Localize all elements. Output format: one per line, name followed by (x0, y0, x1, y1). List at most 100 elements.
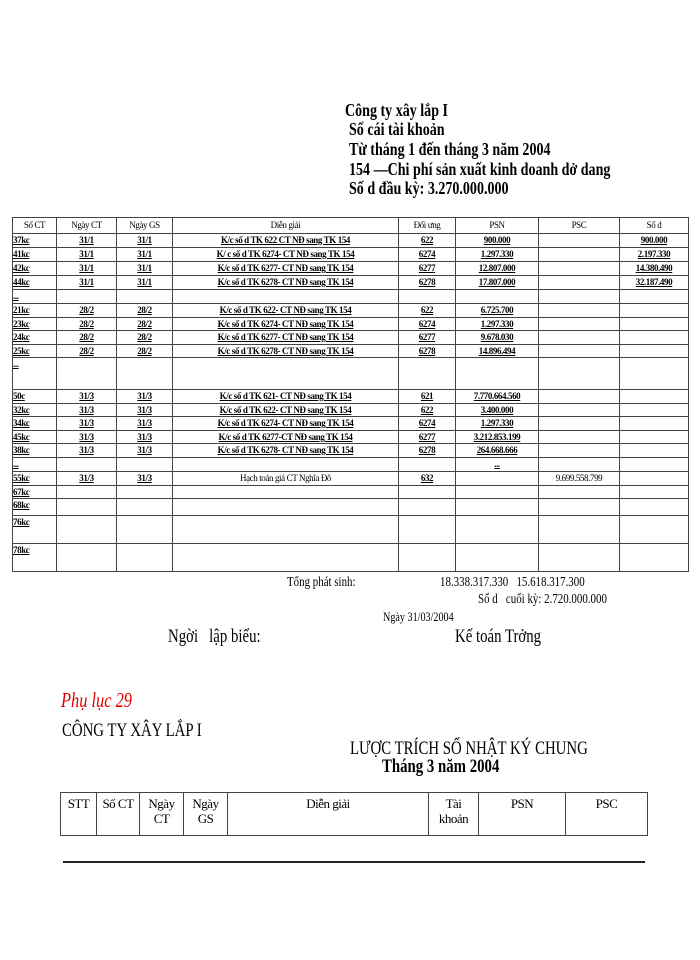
journal-column-header: PSN (478, 792, 566, 836)
table-cell: K/c số d TK 622 CT NĐ sang TK 154 (172, 233, 399, 248)
ledger-header-row: Số CT Ngày CT Ngày GS Diễn giải Đối ưng PSN PS… (12, 217, 689, 234)
table-cell (619, 498, 689, 516)
table-cell (172, 457, 399, 472)
table-cell: 28/2 (56, 303, 117, 318)
table-row: 45kc 31/3 31/3 K/c số d TK 6277-CT NĐ sang … (12, 430, 689, 444)
table-cell: K/c số d TK 622- CT NĐ sang TK 154 (172, 303, 399, 318)
table-cell: K/ c số d TK 6274- CT NĐ sang TK 154 (172, 247, 399, 262)
table-cell: 37kc (12, 233, 57, 248)
ledger-column-header: Ngày CT (56, 217, 117, 234)
table-cell (538, 289, 620, 304)
ledger-column-header: PSC (538, 217, 620, 234)
table-cell (538, 430, 620, 444)
table-cell (56, 485, 117, 499)
table-cell: 34kc (12, 416, 57, 431)
table-cell (538, 247, 620, 262)
table-cell (619, 389, 689, 404)
table-cell (398, 485, 456, 499)
table-cell (619, 303, 689, 318)
table-cell (619, 344, 689, 358)
table-cell: 45kc (12, 430, 57, 444)
table-cell (619, 357, 689, 390)
table-cell (619, 485, 689, 499)
table-cell (538, 233, 620, 248)
ledger-column-header: Diễn giải (172, 217, 399, 234)
table-cell: 67kc (12, 485, 57, 499)
table-cell (538, 485, 620, 499)
table-row: 50c 31/3 31/3 K/c số d TK 621- CT NĐ sang T… (12, 389, 689, 404)
table-cell: 31/1 (56, 233, 117, 248)
table-cell: K/c số d TK 6274- CT NĐ sang TK 154 (172, 317, 399, 331)
table-cell: 41kc (12, 247, 57, 262)
table-cell (398, 289, 456, 304)
table-row: 68kc (12, 498, 689, 516)
table-cell (172, 543, 399, 572)
table-cell (538, 443, 620, 458)
table-cell: 31/3 (116, 416, 173, 431)
table-cell: 264.668.666 (455, 443, 539, 458)
table-row: 34kc 31/3 31/3 K/c số d TK 6274- CT NĐ sang… (12, 416, 689, 431)
ledger-column-header: Ngày GS (116, 217, 173, 234)
table-cell (619, 443, 689, 458)
table-cell (56, 498, 117, 516)
table-row: ... (12, 289, 689, 304)
table-cell (619, 430, 689, 444)
table-cell: 28/2 (56, 344, 117, 358)
journal-table: STT Số CT Ngày CT Ngày GS Diễn giải Tài khoản… (60, 792, 648, 836)
table-row: 41kc 31/1 31/1 K/ c số d TK 6274- CT NĐ san… (12, 247, 689, 262)
table-row: ...... (12, 457, 689, 472)
table-cell: 31/1 (116, 275, 173, 290)
book-title: Sổ cái tài khoản (349, 119, 445, 139)
table-cell: 1.297.330 (455, 317, 539, 331)
table-cell: ... (12, 357, 57, 390)
table-cell: 31/3 (56, 471, 117, 486)
appendix-company: CÔNG TY XÂY LẮP I (62, 720, 202, 741)
table-cell (619, 457, 689, 472)
ledger-column-header: Số d (619, 217, 689, 234)
table-cell: K/c số d TK 6278- CT NĐ sang TK 154 (172, 443, 399, 458)
table-cell: 9.699.558.799 (538, 471, 620, 486)
table-cell: 622 (398, 303, 456, 318)
table-cell: 38kc (12, 443, 57, 458)
table-cell: 68kc (12, 498, 57, 516)
table-cell: 3.212.853.199 (455, 430, 539, 444)
table-cell (619, 471, 689, 486)
table-cell (619, 515, 689, 544)
table-cell (455, 357, 539, 390)
opening-balance: Số d đầu kỳ: 3.270.000.000 (349, 178, 509, 198)
table-cell: K/c số d TK 622- CT NĐ sang TK 154 (172, 403, 399, 417)
table-cell: 28/2 (56, 317, 117, 331)
table-cell: 6.725.700 (455, 303, 539, 318)
table-cell: 622 (398, 233, 456, 248)
table-cell: 6278 (398, 275, 456, 290)
table-cell (116, 515, 173, 544)
table-row: 44kc 31/1 31/1 K/c số d TK 6278- CT NĐ sang… (12, 275, 689, 290)
table-cell: 28/2 (56, 330, 117, 345)
table-cell (398, 498, 456, 516)
table-row: 76kc (12, 515, 689, 544)
table-cell (116, 357, 173, 390)
table-cell (538, 498, 620, 516)
table-cell (619, 403, 689, 417)
table-cell: 31/1 (116, 247, 173, 262)
preparer-label: Ngời lập biểu: (168, 626, 261, 647)
table-cell: 31/3 (56, 416, 117, 431)
table-cell: 31/3 (56, 403, 117, 417)
table-cell: 9.678.030 (455, 330, 539, 345)
table-cell (538, 389, 620, 404)
table-cell (116, 543, 173, 572)
table-cell (455, 498, 539, 516)
table-cell: K/c số d TK 6277-CT NĐ sang TK 154 (172, 430, 399, 444)
table-cell: 76kc (12, 515, 57, 544)
table-cell (172, 498, 399, 516)
table-cell: 621 (398, 389, 456, 404)
period: Từ tháng 1 đến tháng 3 năm 2004 (349, 139, 551, 159)
table-cell (455, 515, 539, 544)
table-cell (172, 515, 399, 544)
table-cell: 14.380.490 (619, 261, 689, 276)
table-cell: 31/1 (56, 261, 117, 276)
table-cell: 14.896.494 (455, 344, 539, 358)
table-cell (398, 543, 456, 572)
table-cell: 31/3 (56, 443, 117, 458)
table-row: ... (12, 357, 689, 390)
